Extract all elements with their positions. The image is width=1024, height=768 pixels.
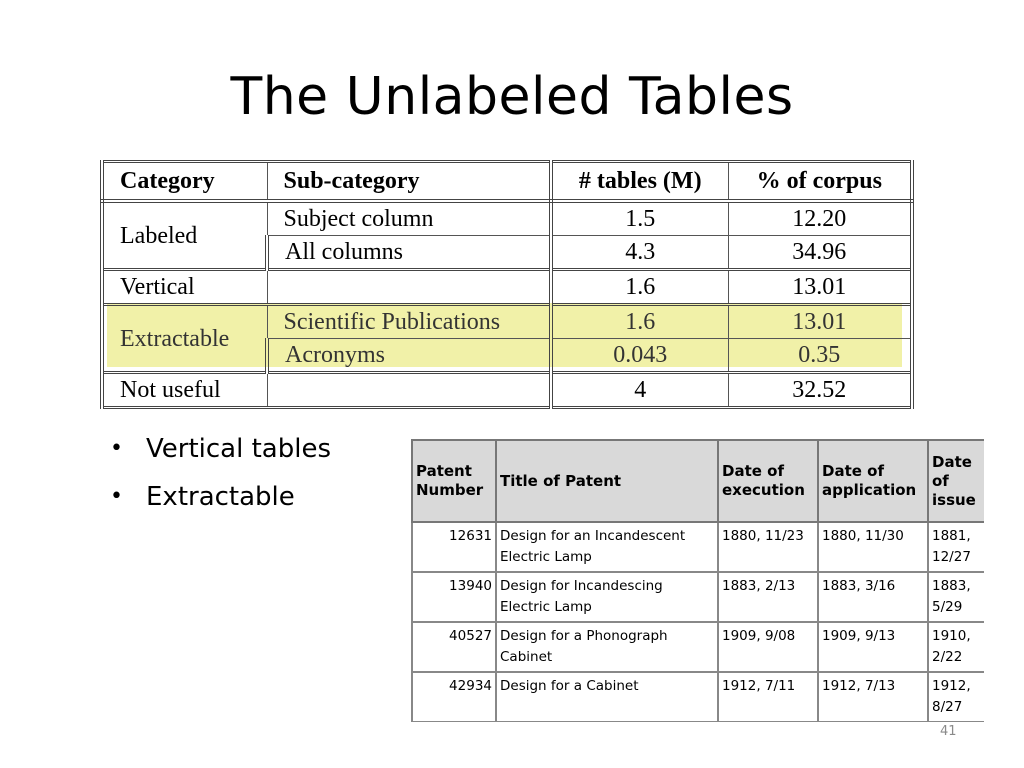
category-extractable: Extractable xyxy=(100,304,268,374)
patent-header-row: Patent Number Title of Patent Date of ex… xyxy=(411,439,984,523)
patent-number-cell: 42934 xyxy=(411,671,497,722)
percent-cell: 13.01 xyxy=(727,304,914,339)
bullet-list: • Vertical tables • Extractable xyxy=(110,425,331,521)
percent-cell: 34.96 xyxy=(727,235,914,271)
application-date-cell: 1880, 11/30 xyxy=(817,521,929,573)
patent-number-cell: 12631 xyxy=(411,521,497,573)
patent-table-image: Patent Number Title of Patent Date of ex… xyxy=(411,439,984,722)
tables-cell: 4 xyxy=(550,372,729,409)
table-row: Vertical 1.6 13.01 xyxy=(100,269,914,306)
table-row: All columns 4.3 34.96 xyxy=(102,235,914,271)
slide-title: The Unlabeled Tables xyxy=(230,67,794,127)
table-row: 13940 Design for Incandescing Electric L… xyxy=(411,571,984,623)
bullet-dot-icon: • xyxy=(110,436,123,461)
bullet-item: • Vertical tables xyxy=(110,425,331,473)
tables-cell: 1.6 xyxy=(550,304,729,339)
execution-date-cell: 1909, 9/08 xyxy=(717,621,819,673)
bullet-item: • Extractable xyxy=(110,473,331,521)
subcategory-cell: Subject column xyxy=(266,200,553,236)
category-labeled: Labeled xyxy=(100,200,268,271)
page-number: 41 xyxy=(940,724,957,739)
subcategory-cell xyxy=(266,269,553,306)
tables-cell: 4.3 xyxy=(550,235,729,271)
patent-number-cell: 40527 xyxy=(411,621,497,673)
patent-title-cell: Design for a Phonograph Cabinet xyxy=(495,621,719,673)
table-row: Labeled Subject column 1.5 12.20 xyxy=(100,200,914,271)
bullet-dot-icon: • xyxy=(110,484,123,509)
application-date-cell: 1909, 9/13 xyxy=(817,621,929,673)
patent-title-cell: Design for a Cabinet xyxy=(495,671,719,722)
percent-cell: 12.20 xyxy=(727,200,914,236)
execution-date-cell: 1912, 7/11 xyxy=(717,671,819,722)
header-title: Title of Patent xyxy=(495,439,719,523)
percent-cell: 32.52 xyxy=(727,372,914,409)
issue-date-cell: 1912, 8/27 xyxy=(927,671,984,722)
subcategory-cell: Scientific Publications xyxy=(266,304,553,339)
header-execution: Date of execution xyxy=(717,439,819,523)
bullet-text: Extractable xyxy=(146,482,295,512)
header-subcategory: Sub-category xyxy=(266,160,553,203)
table-row: Extractable Scientific Publications 1.6 … xyxy=(100,304,914,374)
header-percent: % of corpus xyxy=(727,160,914,203)
percent-cell: 13.01 xyxy=(727,269,914,306)
table-row: 40527 Design for a Phonograph Cabinet 19… xyxy=(411,621,984,673)
tables-cell: 1.5 xyxy=(550,200,729,236)
subcategory-cell: All columns xyxy=(265,235,553,271)
percent-cell: 0.35 xyxy=(727,338,914,374)
execution-date-cell: 1883, 2/13 xyxy=(717,571,819,623)
patent-number-cell: 13940 xyxy=(411,571,497,623)
corpus-table-header-row: Category Sub-category # tables (M) % of … xyxy=(100,160,914,203)
patent-title-cell: Design for Incandescing Electric Lamp xyxy=(495,571,719,623)
issue-date-cell: 1910, 2/22 xyxy=(927,621,984,673)
subcategory-cell: Acronyms xyxy=(265,338,553,374)
bullet-text: Vertical tables xyxy=(146,434,331,464)
corpus-table: Category Sub-category # tables (M) % of … xyxy=(100,160,914,409)
patent-title-cell: Design for an Incandescent Electric Lamp xyxy=(495,521,719,573)
category-not-useful: Not useful xyxy=(100,372,268,409)
header-application: Date of application xyxy=(817,439,929,523)
table-row: Not useful 4 32.52 xyxy=(100,372,914,409)
issue-date-cell: 1881, 12/27 xyxy=(927,521,984,573)
table-row: Acronyms 0.043 0.35 xyxy=(102,338,914,374)
patent-table: Patent Number Title of Patent Date of ex… xyxy=(411,439,984,722)
category-vertical: Vertical xyxy=(100,269,268,306)
subcategory-cell xyxy=(266,372,553,409)
header-issue: Date of issue xyxy=(927,439,984,523)
issue-date-cell: 1883, 5/29 xyxy=(927,571,984,623)
tables-cell: 1.6 xyxy=(550,269,729,306)
header-tables: # tables (M) xyxy=(550,160,729,203)
header-category: Category xyxy=(100,160,268,203)
tables-cell: 0.043 xyxy=(550,338,729,374)
application-date-cell: 1883, 3/16 xyxy=(817,571,929,623)
application-date-cell: 1912, 7/13 xyxy=(817,671,929,722)
header-patent-number: Patent Number xyxy=(411,439,497,523)
corpus-table-image: Category Sub-category # tables (M) % of … xyxy=(100,160,914,409)
table-row: 42934 Design for a Cabinet 1912, 7/11 19… xyxy=(411,671,984,722)
table-row: 12631 Design for an Incandescent Electri… xyxy=(411,521,984,573)
execution-date-cell: 1880, 11/23 xyxy=(717,521,819,573)
